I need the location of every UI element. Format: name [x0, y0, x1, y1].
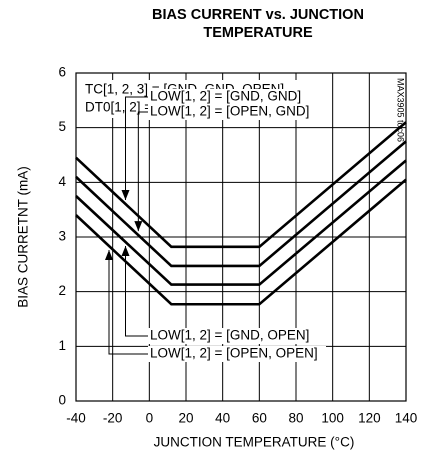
- x-tick-label: 60: [252, 411, 267, 426]
- x-tick-label: 100: [321, 411, 344, 426]
- arrow-head: [105, 249, 113, 260]
- leader-line: [125, 245, 148, 337]
- x-tick-label: -40: [66, 411, 86, 426]
- arrow-head: [121, 190, 130, 201]
- y-tick-label: 4: [58, 174, 66, 189]
- leader-line: [137, 111, 148, 232]
- side-label: MAX3905 toc06: [396, 78, 406, 142]
- x-tick-label: 40: [215, 411, 230, 426]
- y-tick-label: 1: [58, 338, 66, 353]
- y-tick-label: 0: [58, 393, 66, 408]
- y-tick-label: 3: [58, 229, 66, 244]
- annotation-bg: [148, 104, 326, 120]
- x-tick-label: 140: [395, 411, 418, 426]
- x-tick-label: -20: [103, 411, 123, 426]
- annotation-bg: [148, 346, 326, 362]
- annotation: LOW[1, 2] = [GND, GND]: [150, 89, 301, 104]
- x-tick-label: 20: [178, 411, 193, 426]
- annotation: LOW[1, 2] = [OPEN, GND]: [150, 104, 309, 119]
- annotation-bg: [148, 89, 326, 105]
- annotation: LOW[1, 2] = [GND, OPEN]: [150, 328, 309, 343]
- x-tick-label: 120: [358, 411, 381, 426]
- series-line: [75, 159, 407, 286]
- annotation-bg: [148, 328, 326, 344]
- chart-title: BIAS CURRENT vs. JUNCTION TEMPERATURE: [152, 7, 364, 41]
- arrow-head: [121, 245, 130, 256]
- arrow-head: [134, 221, 143, 232]
- y-axis-label: BIAS CURRETNT (mA): [16, 166, 31, 308]
- x-tick-label: 80: [288, 411, 303, 426]
- series-line: [75, 178, 407, 306]
- leader-line: [108, 249, 148, 355]
- leader-line: [125, 96, 148, 200]
- y-tick-label: 6: [58, 65, 66, 80]
- series-line: [75, 140, 407, 268]
- x-tick-label: 0: [146, 411, 154, 426]
- series-line: [75, 121, 407, 249]
- y-tick-label: 5: [58, 119, 66, 134]
- annotation: LOW[1, 2] = [OPEN, OPEN]: [150, 346, 318, 361]
- plot-frame: [75, 72, 407, 402]
- x-axis-label: JUNCTION TEMPERATURE (°C): [154, 435, 355, 450]
- y-tick-label: 2: [58, 283, 66, 298]
